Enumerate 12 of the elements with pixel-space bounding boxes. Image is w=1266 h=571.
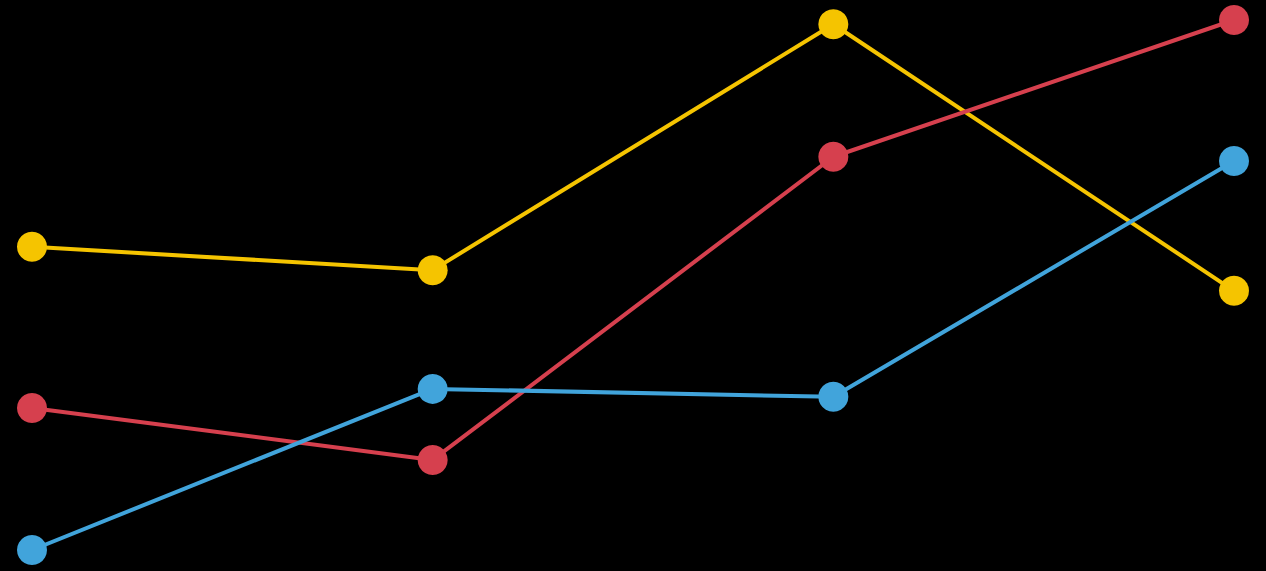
point xyxy=(818,141,849,172)
point xyxy=(818,9,849,40)
point xyxy=(417,444,448,475)
point xyxy=(1219,145,1249,176)
point xyxy=(818,381,849,412)
point xyxy=(17,535,47,565)
point xyxy=(417,255,448,286)
point xyxy=(17,392,47,423)
point xyxy=(17,231,47,262)
point xyxy=(1219,275,1249,306)
point xyxy=(417,373,448,404)
point xyxy=(1219,5,1249,35)
